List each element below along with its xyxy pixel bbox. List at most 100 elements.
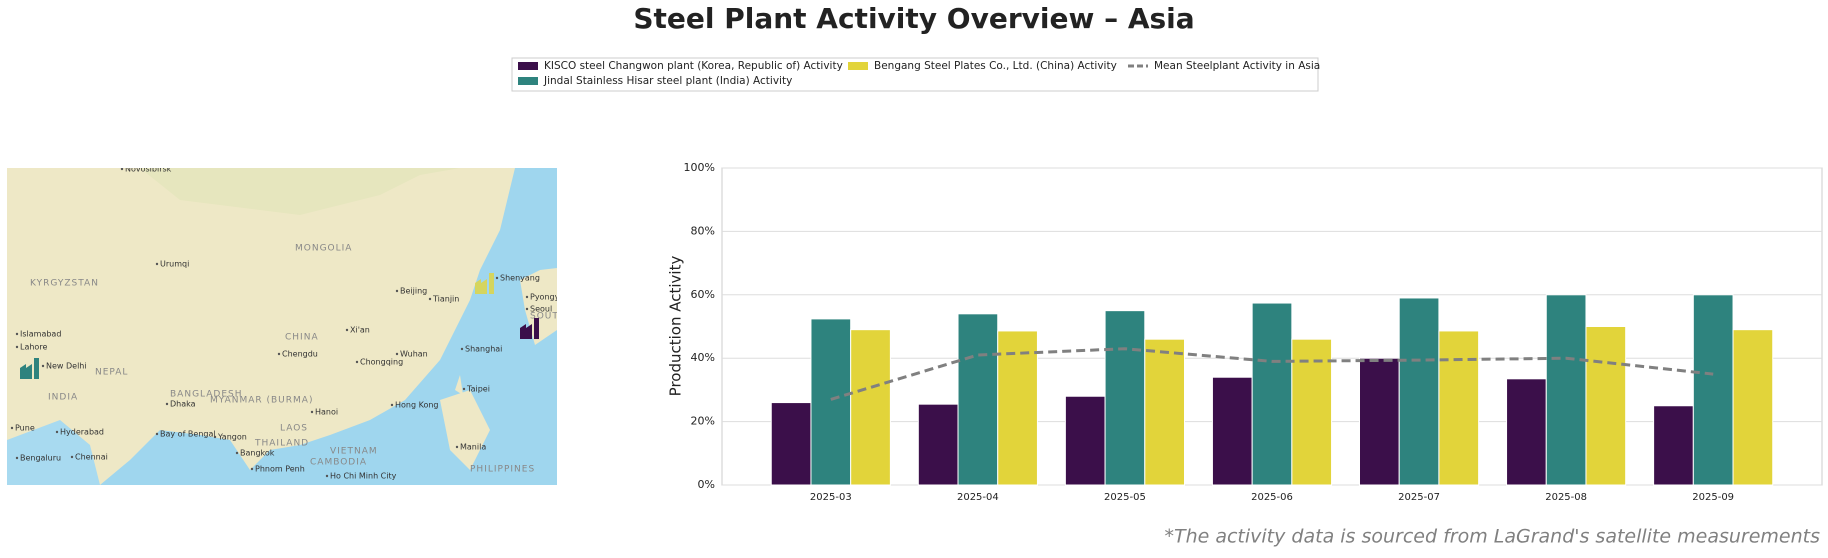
bar bbox=[1104, 310, 1146, 486]
map-city-label: Novosibirsk bbox=[125, 165, 172, 174]
map-city-dot bbox=[10, 426, 14, 430]
map-city-dot bbox=[310, 410, 314, 414]
map-city-dot bbox=[395, 352, 399, 356]
map-country-label: THAILAND bbox=[254, 439, 309, 449]
map-city-label: Yangon bbox=[217, 433, 247, 442]
map-country-label: NEPAL bbox=[95, 368, 128, 378]
y-tick-label: 20% bbox=[691, 415, 715, 428]
map-city-label: Dhaka bbox=[170, 400, 196, 409]
map-city-label: Beijing bbox=[400, 287, 427, 296]
legend-swatch bbox=[848, 62, 868, 70]
map-city-label: Wuhan bbox=[400, 350, 428, 359]
legend-label: Bengang Steel Plates Co., Ltd. (China) A… bbox=[874, 60, 1117, 72]
map-country-label: MYANMAR (BURMA) bbox=[210, 396, 313, 406]
map-country-label: BANGLADESH bbox=[170, 390, 243, 400]
map-city-label: Urumqi bbox=[160, 260, 189, 269]
bar bbox=[1291, 338, 1333, 486]
map-city-label: Bengaluru bbox=[20, 454, 61, 463]
plant-marker bbox=[475, 273, 494, 294]
map-city-dot bbox=[277, 352, 281, 356]
bar bbox=[1359, 357, 1400, 486]
map-city-dot bbox=[41, 364, 45, 368]
bar bbox=[1251, 302, 1293, 486]
map-city-label: Bangkok bbox=[240, 449, 275, 458]
x-tick-label: 2025-05 bbox=[1104, 492, 1146, 503]
map-korea bbox=[520, 268, 557, 345]
map-city-label: Phnom Penh bbox=[255, 465, 305, 474]
map-city-dot bbox=[165, 402, 169, 406]
y-axis-label: Production Activity bbox=[667, 256, 685, 397]
map-city-label: New Delhi bbox=[46, 362, 87, 371]
map-city-dot bbox=[390, 403, 394, 407]
map-city-dot bbox=[213, 435, 217, 439]
map-city-dot bbox=[525, 295, 529, 299]
map-taiwan bbox=[455, 375, 463, 395]
map-city-label: Hong Kong bbox=[395, 401, 439, 410]
map-city-label: Seoul bbox=[530, 305, 552, 314]
x-tick-label: 2025-04 bbox=[957, 492, 999, 503]
map-city-dot bbox=[345, 328, 349, 332]
bar bbox=[1732, 329, 1774, 486]
map-city-dot bbox=[525, 307, 529, 311]
map-land-north bbox=[7, 168, 460, 215]
map-country-label: KYRGYZSTAN bbox=[30, 279, 99, 289]
map-city-label: Manila bbox=[460, 443, 486, 452]
map-city-dot bbox=[395, 289, 399, 293]
map-city-label: Chongqing bbox=[360, 358, 403, 367]
bar bbox=[1653, 405, 1694, 486]
legend-label: KISCO steel Changwon plant (Korea, Repub… bbox=[544, 60, 843, 72]
legend-label: Jindal Stainless Hisar steel plant (Indi… bbox=[543, 75, 792, 87]
bar bbox=[917, 403, 959, 486]
map-city-dot bbox=[460, 347, 464, 351]
bar bbox=[1144, 338, 1185, 486]
bar bbox=[1211, 376, 1253, 486]
map-country-label: CHINA bbox=[285, 333, 319, 343]
map-city-label: Xi'an bbox=[350, 326, 370, 335]
y-tick-label: 0% bbox=[698, 478, 715, 491]
map-sea-west bbox=[7, 420, 100, 485]
map-city-dot bbox=[455, 445, 459, 449]
map-city-label: Pyongyang bbox=[530, 293, 574, 302]
x-tick-label: 2025-09 bbox=[1692, 492, 1734, 503]
mean-line bbox=[830, 347, 1714, 401]
legend-label: Mean Steelplant Activity in Asia bbox=[1154, 60, 1320, 72]
bar bbox=[1545, 294, 1587, 486]
legend-swatch bbox=[518, 62, 538, 70]
bar bbox=[997, 330, 1038, 486]
map-city-dot bbox=[70, 455, 74, 459]
bar bbox=[1506, 378, 1547, 486]
legend-swatch bbox=[518, 77, 538, 85]
chart-title: Steel Plant Activity Overview – Asia bbox=[633, 2, 1194, 35]
y-tick-label: 100% bbox=[684, 161, 715, 174]
x-tick-label: 2025-07 bbox=[1398, 492, 1440, 503]
map-city-label: Shanghai bbox=[465, 345, 502, 354]
map-city-label: Islamabad bbox=[20, 330, 61, 339]
map-city-dot bbox=[462, 387, 466, 391]
plant-marker bbox=[20, 358, 39, 379]
map-city-label: Lahore bbox=[20, 343, 47, 352]
map-country-label: CAMBODIA bbox=[310, 458, 367, 468]
map-city-dot bbox=[120, 168, 124, 171]
bar bbox=[1585, 326, 1627, 486]
map-city-label: Ho Chi Minh City bbox=[330, 472, 397, 481]
map-city-label: Hanoi bbox=[315, 408, 338, 417]
y-tick-label: 80% bbox=[691, 224, 715, 237]
map-city-dot bbox=[15, 332, 19, 336]
bar bbox=[1438, 330, 1480, 486]
bar bbox=[850, 329, 891, 486]
map-country-label: VIETNAM bbox=[330, 447, 378, 457]
map-country-label: PHILIPPINES bbox=[470, 465, 535, 475]
bar bbox=[1692, 294, 1734, 486]
map-city-dot bbox=[155, 262, 159, 266]
map-country-label: LAOS bbox=[280, 424, 308, 434]
x-tick-label: 2025-03 bbox=[810, 492, 852, 503]
map-city-dot bbox=[355, 360, 359, 364]
map-country-label: SOUTH KOREA bbox=[530, 312, 606, 322]
bar bbox=[1064, 395, 1106, 486]
map-country-label: MONGOLIA bbox=[295, 244, 352, 254]
map-city-dot bbox=[250, 467, 254, 471]
map-city-label: Chennai bbox=[75, 453, 108, 462]
y-tick-label: 40% bbox=[691, 351, 715, 364]
y-tick-label: 60% bbox=[691, 288, 715, 301]
